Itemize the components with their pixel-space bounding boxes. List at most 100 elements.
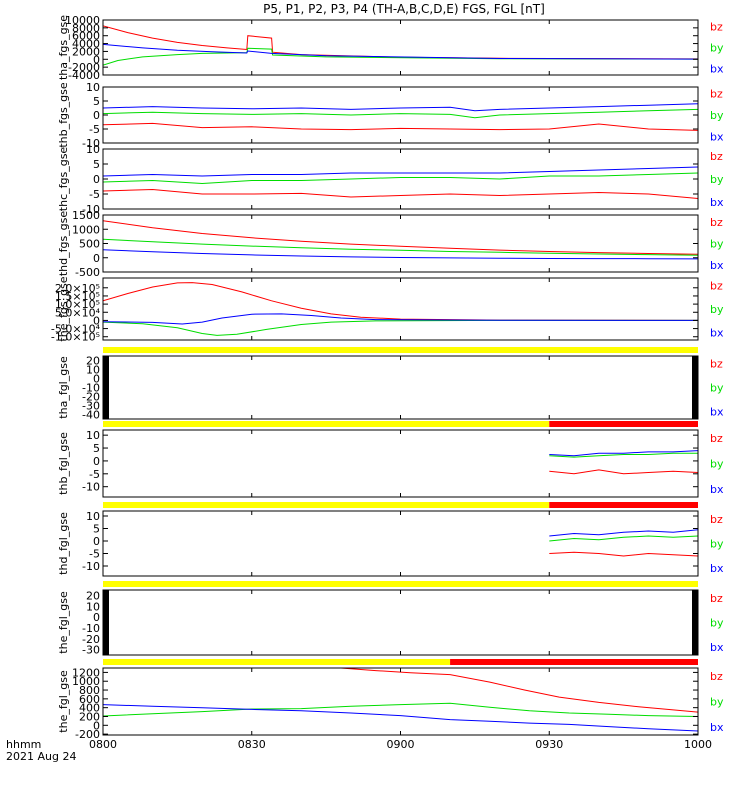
series-bz-thb-fgs: [103, 122, 698, 131]
series-bx-thb-fgs: [103, 103, 698, 112]
legend-by-tha-fgl-2: by: [710, 696, 724, 709]
panels-group: 1000080006000400020000-2000-4000tha_fgs_…: [51, 14, 724, 741]
panel-frame-tha-fgs: [102, 19, 699, 76]
status-bar-tha-fgl-2-0: [103, 659, 451, 665]
legend-bx-thd-fgs: bx: [710, 259, 724, 272]
ytick-label-tha-fgs: 6000: [72, 30, 100, 43]
ytick-label-thc-fgs: 5: [93, 158, 100, 171]
ytick-label-thb-fgl: -5: [89, 468, 100, 481]
time-label: hhmm: [6, 738, 41, 751]
ytick-label-the-fgs: -1.0×10⁵: [51, 331, 100, 344]
ytick-label-tha-fgs: -4000: [68, 69, 100, 82]
ytick-label-thd-fgs: 500: [79, 238, 100, 251]
ytick-label-tha-fgs: 4000: [72, 38, 100, 51]
ylabel-thc-fgs: thc_fgs_gse: [57, 147, 70, 212]
ytick-label-tha-fgl-2: 1200: [72, 666, 100, 679]
panel-frame-the-fgl: [102, 589, 699, 656]
series-bx-tha-fgl-2: [103, 704, 698, 732]
plot-title: P5, P1, P2, P3, P4 (TH-A,B,C,D,E) FGS, F…: [263, 2, 545, 16]
ytick-label-tha-fgs: 8000: [72, 22, 100, 35]
xtick-label: 0800: [89, 738, 117, 751]
series-bz-thd-fgl: [549, 551, 698, 557]
ytick-label-thd-fgl: -10: [82, 560, 100, 573]
ytick-label-the-fgl: -20: [82, 633, 100, 646]
ytick-label-the-fgl: 10: [86, 600, 100, 613]
legend-by-the-fgl: by: [710, 617, 724, 630]
legend-by-tha-fgs: by: [710, 42, 724, 55]
legend-bz-the-fgs: bz: [710, 279, 723, 292]
ylabel-thd-fgl: thd_fgl_gse: [57, 512, 70, 575]
series-bx-thb-fgl: [549, 450, 698, 457]
panel-frame-the-fgs: [102, 277, 699, 341]
status-bar-thd-fgl-0: [103, 502, 550, 508]
legend-bx-the-fgl: bx: [710, 641, 724, 654]
ytick-label-thb-fgs: 0: [93, 109, 100, 122]
xtick-label: 0930: [535, 738, 563, 751]
ytick-label-thb-fgl: -10: [82, 481, 100, 494]
ytick-label-thc-fgs: -5: [89, 188, 100, 201]
ytick-label-tha-fgl-2: -200: [75, 728, 100, 741]
status-bar-tha-fgl-2-1: [450, 659, 698, 665]
ytick-label-tha-fgs: -2000: [68, 61, 100, 74]
panel-frame-thb-fgs: [102, 86, 699, 144]
ylabel-the-fgs: the_fgs_gse: [57, 276, 70, 341]
ytick-label-thd-fgl: 5: [93, 523, 100, 536]
series-bz-thc-fgs: [103, 188, 698, 199]
legend-by-thb-fgl: by: [710, 458, 724, 471]
ytick-label-tha-fgl: -40: [82, 409, 100, 422]
date-label: 2021 Aug 24: [6, 750, 76, 763]
ytick-label-thd-fgl: 10: [86, 510, 100, 523]
ytick-label-the-fgs: 1.0×10⁵: [55, 298, 100, 311]
legend-bz-thb-fgs: bz: [710, 88, 723, 101]
panel-frame-tha-fgl: [102, 355, 699, 420]
panel-thc-fgs: 10 5 0 -5 -10 thc_fgs_gse bz by bx: [57, 143, 724, 216]
ytick-label-the-fgs: 0: [93, 314, 100, 327]
legend-by-thc-fgs: by: [710, 173, 724, 186]
legend-bz-thb-fgl: bz: [710, 432, 723, 445]
series-bz-thd-fgs: [103, 220, 698, 255]
legend-bx-thb-fgl: bx: [710, 483, 724, 496]
legend-bz-the-fgl: bz: [710, 592, 723, 605]
ylabel-thb-fgl: thb_fgl_gse: [57, 432, 70, 495]
panel-frame-tha-fgl-2: [102, 667, 699, 736]
ytick-label-thb-fgl: 5: [93, 442, 100, 455]
series-bx-thc-fgs: [103, 166, 698, 177]
ytick-label-the-fgs: 2.0×10⁵: [55, 282, 100, 295]
status-bar-tha-fgl-0: [103, 347, 698, 353]
legend-bz-thd-fgl: bz: [710, 513, 723, 526]
edge-data-the-fgl-0: [103, 590, 109, 655]
panel-frame-thc-fgs: [102, 148, 699, 210]
ytick-label-tha-fgs: 10000: [65, 14, 100, 27]
status-bar-thb-fgl-1: [549, 421, 698, 427]
xtick-label: 0900: [387, 738, 415, 751]
series-by-the-fgs: [103, 319, 698, 336]
ytick-label-the-fgl: 20: [86, 589, 100, 602]
status-bar-thd-fgl-1: [549, 502, 698, 508]
status-bar-the-fgl-0: [103, 581, 698, 587]
legend-by-the-fgs: by: [710, 303, 724, 316]
legend-by-thd-fgs: by: [710, 238, 724, 251]
ytick-label-tha-fgl-2: 0: [93, 719, 100, 732]
ytick-label-tha-fgl-2: 600: [79, 693, 100, 706]
ytick-label-the-fgl: 0: [93, 611, 100, 624]
ytick-label-thb-fgs: 5: [93, 95, 100, 108]
series-bz-thb-fgl: [549, 469, 698, 475]
ytick-label-thd-fgs: 1500: [72, 209, 100, 222]
ylabel-the-fgl: the_fgl_gse: [57, 591, 70, 654]
ytick-label-thd-fgl: 0: [93, 535, 100, 548]
ylabel-thb-fgs: thb_fgs_gse: [57, 82, 70, 148]
legend-bz-thd-fgs: bz: [710, 216, 723, 229]
series-by-thb-fgl: [549, 452, 698, 458]
ytick-label-tha-fgl: 10: [86, 364, 100, 377]
ylabel-tha-fgs: tha_fgs_gse: [57, 15, 70, 80]
ytick-label-thd-fgs: -500: [75, 266, 100, 279]
series-by-thc-fgs: [103, 172, 698, 185]
legend-bx-thc-fgs: bx: [710, 196, 724, 209]
xtick-label: 1000: [684, 738, 712, 751]
